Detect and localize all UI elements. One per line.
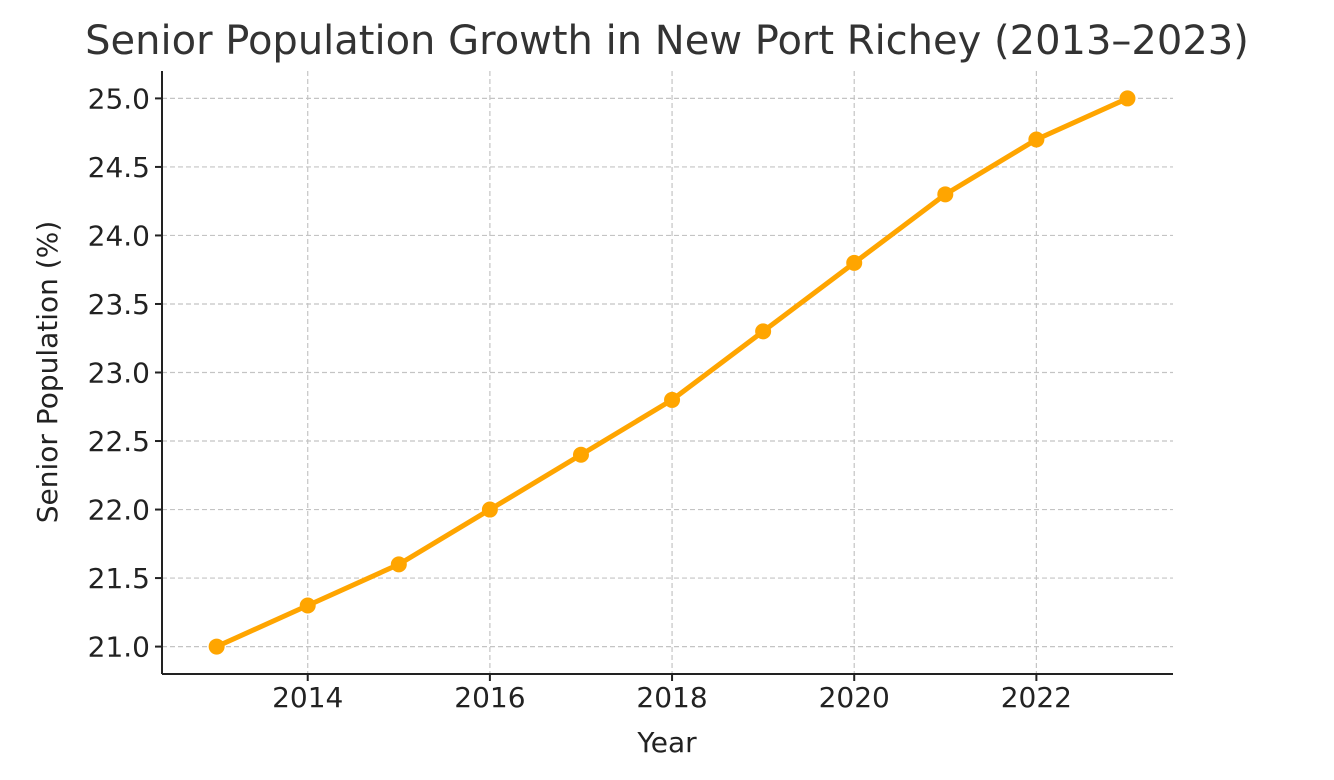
x-tick-label: 2016	[454, 681, 525, 714]
y-tick-label: 21.5	[88, 562, 150, 595]
y-tick-label: 24.0	[88, 219, 150, 252]
y-tick-label: 23.0	[88, 357, 150, 390]
ticks: 2014 2016 2018 2020 2022 21.0 21.5 22.0 22.5 23.0…	[88, 82, 1072, 714]
x-tick-label: 2014	[272, 681, 343, 714]
y-tick-label: 24.5	[88, 151, 150, 184]
data-point	[481, 501, 498, 518]
data-point	[572, 446, 589, 463]
data-point	[208, 638, 225, 655]
x-axis-label: Year	[636, 726, 697, 759]
y-tick-label: 25.0	[88, 82, 150, 115]
series	[208, 90, 1136, 655]
x-tick-label: 2022	[1001, 681, 1072, 714]
data-point	[299, 597, 316, 614]
grid	[162, 71, 1173, 674]
data-point	[1028, 131, 1045, 148]
data-point	[390, 556, 407, 573]
data-point	[755, 323, 772, 340]
data-point	[664, 391, 681, 408]
y-axis-label: Senior Population (%)	[31, 221, 64, 524]
x-tick-label: 2020	[819, 681, 890, 714]
data-point	[1119, 90, 1136, 107]
y-tick-label: 23.5	[88, 288, 150, 321]
data-point	[937, 186, 954, 203]
x-tick-label: 2018	[636, 681, 707, 714]
y-tick-label: 22.5	[88, 425, 150, 458]
data-point	[846, 254, 863, 271]
y-tick-label: 21.0	[88, 631, 150, 664]
chart-title: Senior Population Growth in New Port Ric…	[85, 18, 1249, 64]
y-tick-label: 22.0	[88, 494, 150, 527]
